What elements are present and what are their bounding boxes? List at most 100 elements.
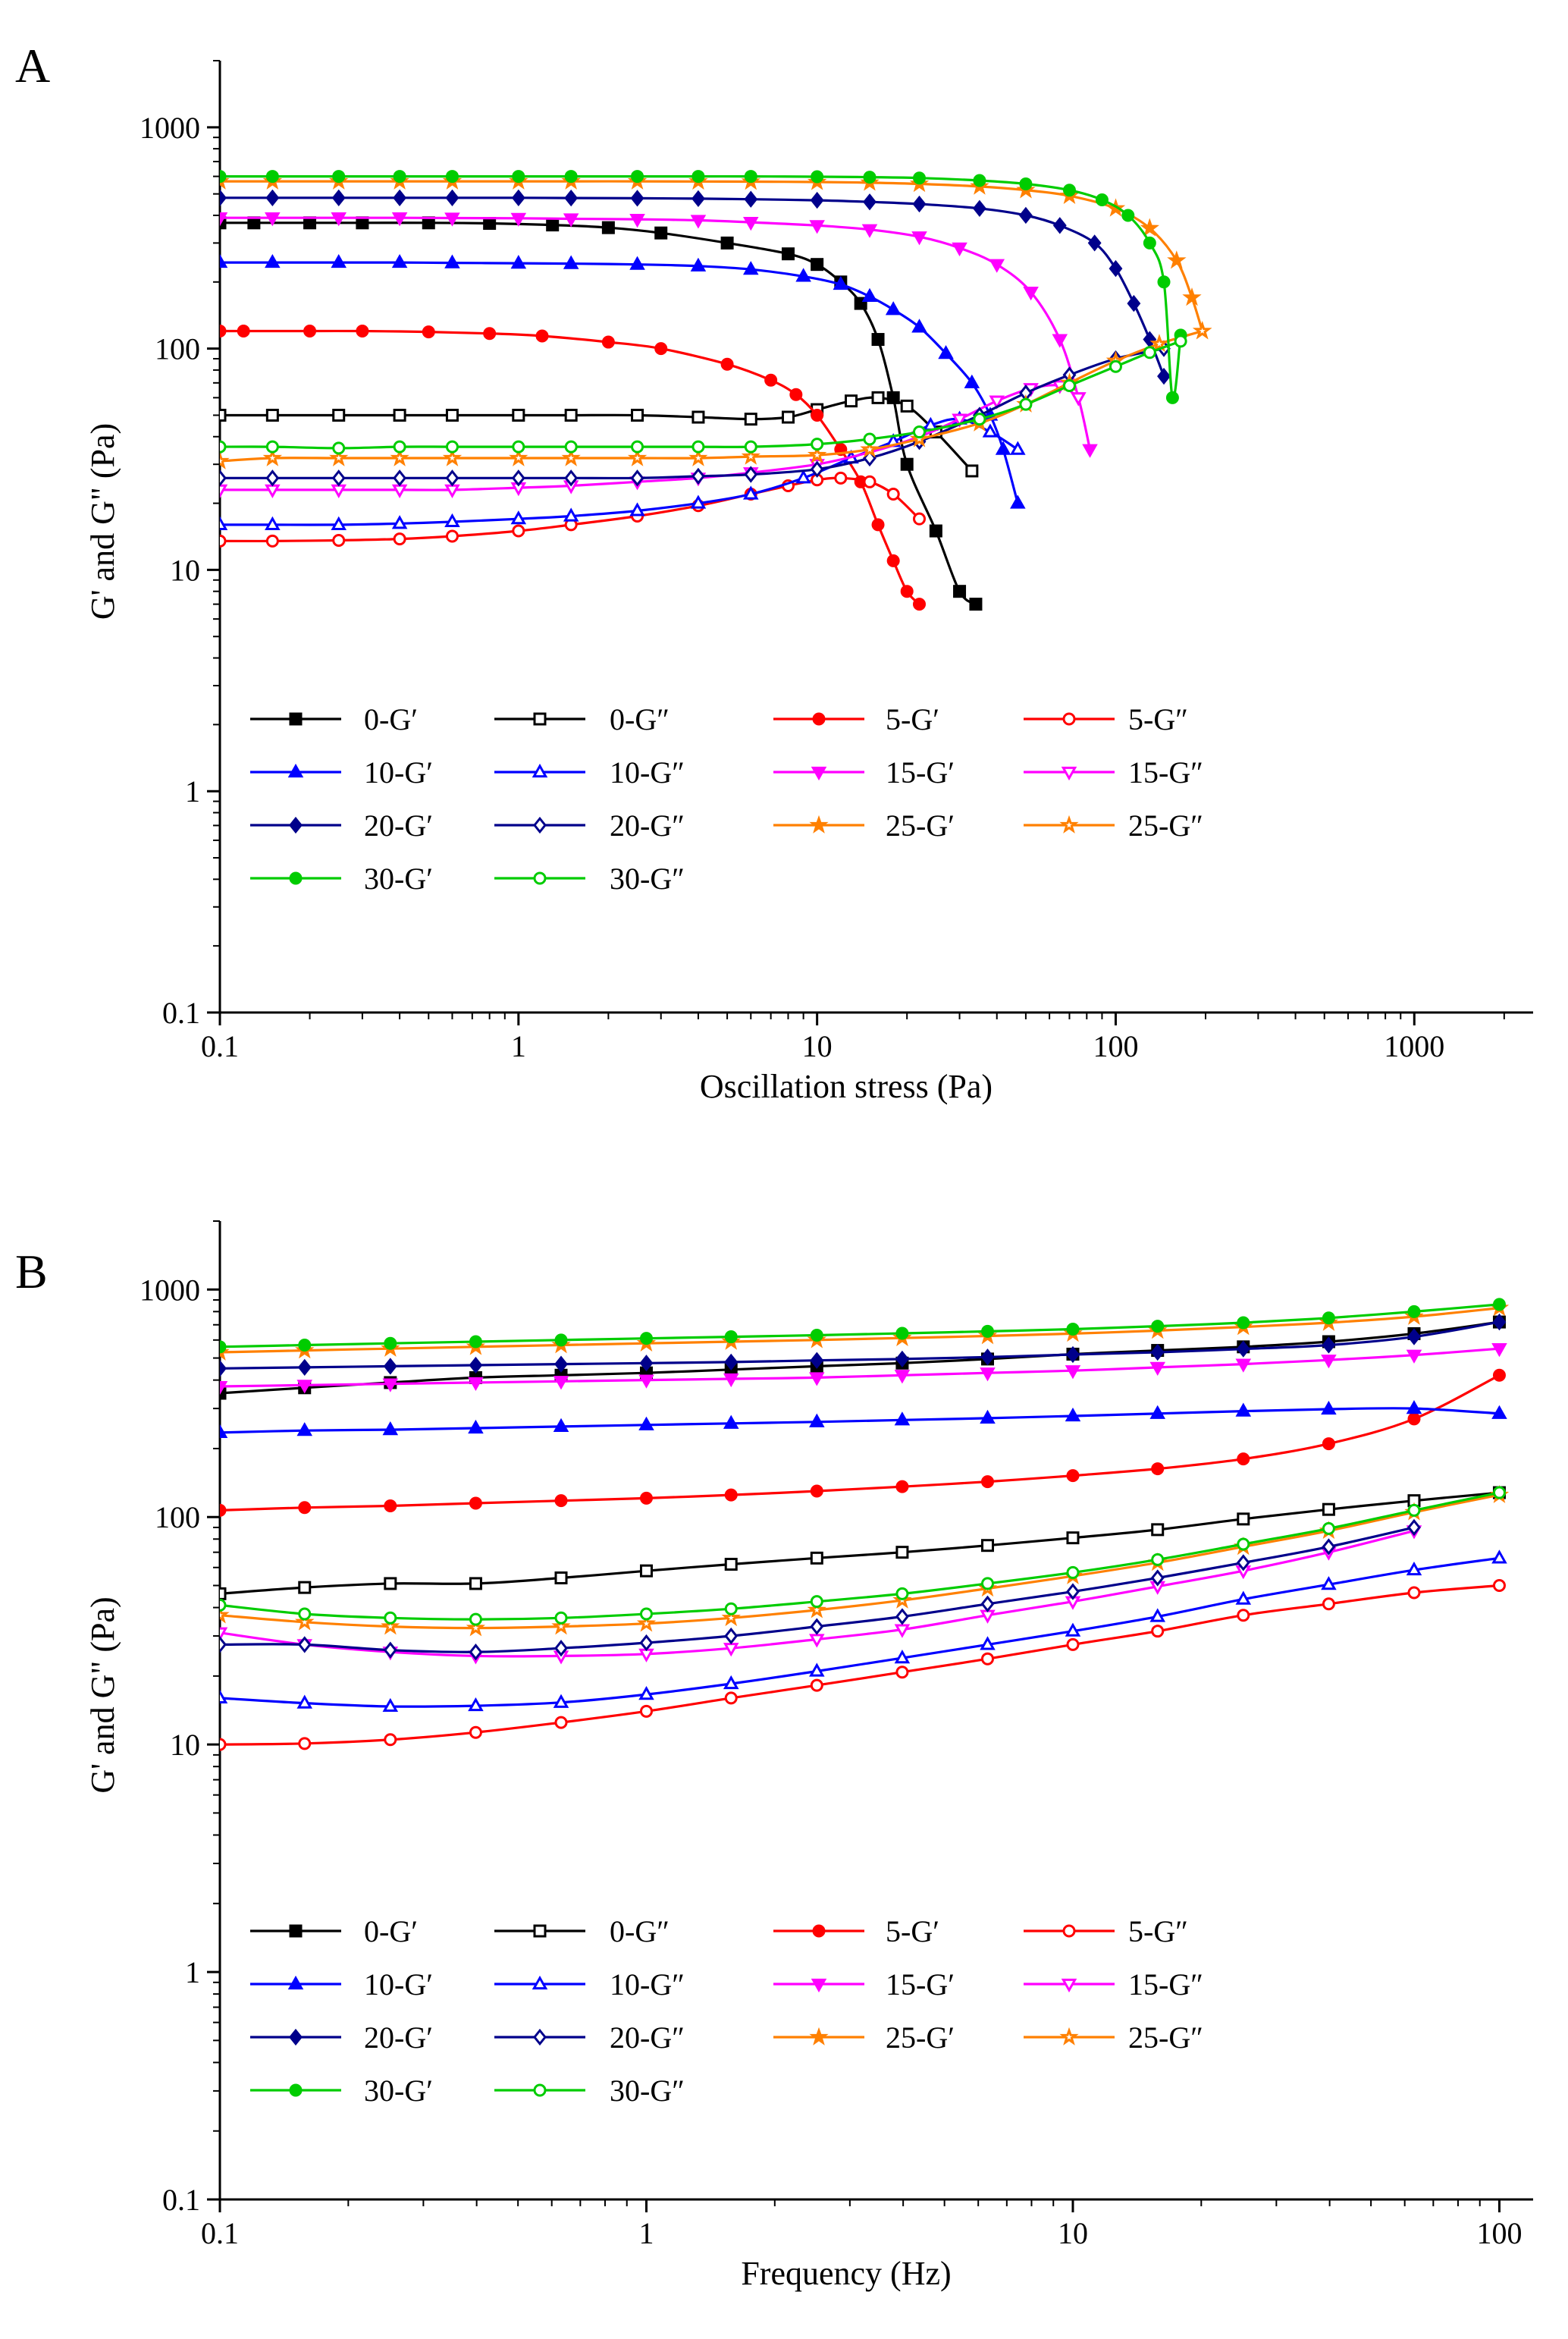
data-point: [861, 287, 878, 303]
data-point: [601, 221, 615, 234]
data-point: [1062, 379, 1076, 393]
data-point: [601, 335, 615, 349]
data-point: [639, 1704, 653, 1718]
data-point: [298, 1581, 312, 1594]
data-point: [895, 1350, 909, 1368]
data-point: [1407, 1305, 1421, 1318]
data-point: [382, 1697, 399, 1713]
data-point: [911, 231, 927, 246]
data-point: [1151, 1625, 1165, 1638]
data-point: [721, 1607, 741, 1627]
legend-marker: [1061, 1978, 1077, 1993]
legend-label: 5-G′: [886, 1914, 939, 1948]
data-point: [743, 217, 759, 231]
series-line: [220, 1407, 1500, 1434]
legend-marker: [533, 2028, 547, 2046]
data-point: [553, 1376, 569, 1390]
legend-marker: [287, 763, 304, 778]
data-point: [442, 447, 463, 466]
data-point: [393, 532, 406, 546]
legend-marker: [811, 1978, 827, 1993]
legend-label: 10-G″: [610, 755, 685, 790]
data-point: [445, 408, 459, 422]
legend-marker: [809, 815, 829, 834]
data-point: [912, 195, 927, 213]
data-point: [237, 325, 250, 338]
data-point: [1322, 1437, 1335, 1451]
data-point: [1237, 1609, 1250, 1622]
legend-marker: [533, 1924, 547, 1938]
data-point: [384, 1499, 397, 1512]
data-point: [553, 1694, 569, 1708]
data-point: [627, 447, 648, 466]
data-point: [445, 440, 459, 454]
data-point: [744, 190, 758, 208]
data-point: [563, 507, 579, 522]
data-point: [512, 170, 525, 184]
data-point: [564, 189, 579, 207]
series-line: [220, 1347, 1500, 1388]
data-point: [895, 1608, 909, 1625]
data-point: [900, 399, 914, 413]
x-tick-label: 1: [638, 2216, 654, 2250]
data-point: [356, 325, 369, 338]
data-point: [894, 1624, 911, 1638]
data-point: [1010, 441, 1026, 455]
data-point: [885, 301, 902, 316]
data-point: [554, 1716, 568, 1729]
series-line: [220, 1320, 1500, 1370]
data-point: [1157, 275, 1171, 289]
data-point: [691, 190, 705, 208]
legend-label: 0-G′: [364, 1914, 418, 1948]
data-point: [809, 1634, 825, 1648]
legend-marker: [289, 1924, 303, 1938]
data-point: [1143, 346, 1156, 359]
data-point: [444, 254, 460, 268]
data-point: [833, 275, 849, 290]
legend-label: 10-G″: [610, 1967, 685, 2001]
data-point: [980, 1577, 994, 1590]
data-point: [972, 199, 986, 217]
data-point: [1127, 294, 1141, 312]
data-point: [220, 469, 227, 487]
data-point: [1237, 1537, 1250, 1551]
series-line: [220, 1307, 1500, 1354]
data-point: [886, 554, 900, 567]
data-point: [764, 373, 778, 387]
legend-label: 0-G′: [364, 702, 418, 736]
data-point: [1150, 1343, 1165, 1361]
data-point: [795, 469, 811, 484]
data-point: [220, 253, 228, 268]
data-point: [445, 529, 459, 543]
data-point: [639, 1607, 653, 1621]
data-point: [220, 1738, 227, 1751]
data-point: [1157, 367, 1171, 385]
data-point: [384, 1577, 397, 1590]
data-point: [1151, 1553, 1165, 1566]
data-point: [724, 1627, 739, 1645]
data-point: [331, 189, 346, 206]
data-point: [220, 484, 228, 498]
data-point: [982, 423, 999, 438]
data-point: [265, 516, 281, 530]
y-tick-label: 10: [170, 553, 200, 587]
data-point: [554, 1611, 568, 1625]
data-point: [639, 1332, 653, 1345]
data-point: [422, 325, 435, 339]
x-tick-label: 100: [1093, 1029, 1138, 1063]
data-point: [912, 598, 926, 611]
data-point: [331, 253, 347, 268]
legend-marker: [809, 2027, 829, 2045]
data-point: [724, 1330, 738, 1344]
legend-marker: [1059, 815, 1079, 834]
legend-label: 10-G′: [364, 1967, 433, 2001]
data-point: [1066, 1637, 1080, 1651]
data-point: [1236, 1340, 1250, 1358]
data-point: [1109, 359, 1122, 373]
data-point: [563, 213, 579, 228]
data-point: [1052, 334, 1068, 348]
data-point: [220, 516, 228, 530]
y-tick-label: 100: [155, 332, 200, 366]
data-point: [964, 374, 980, 388]
x-axis-title: Frequency (Hz): [741, 2255, 951, 2292]
